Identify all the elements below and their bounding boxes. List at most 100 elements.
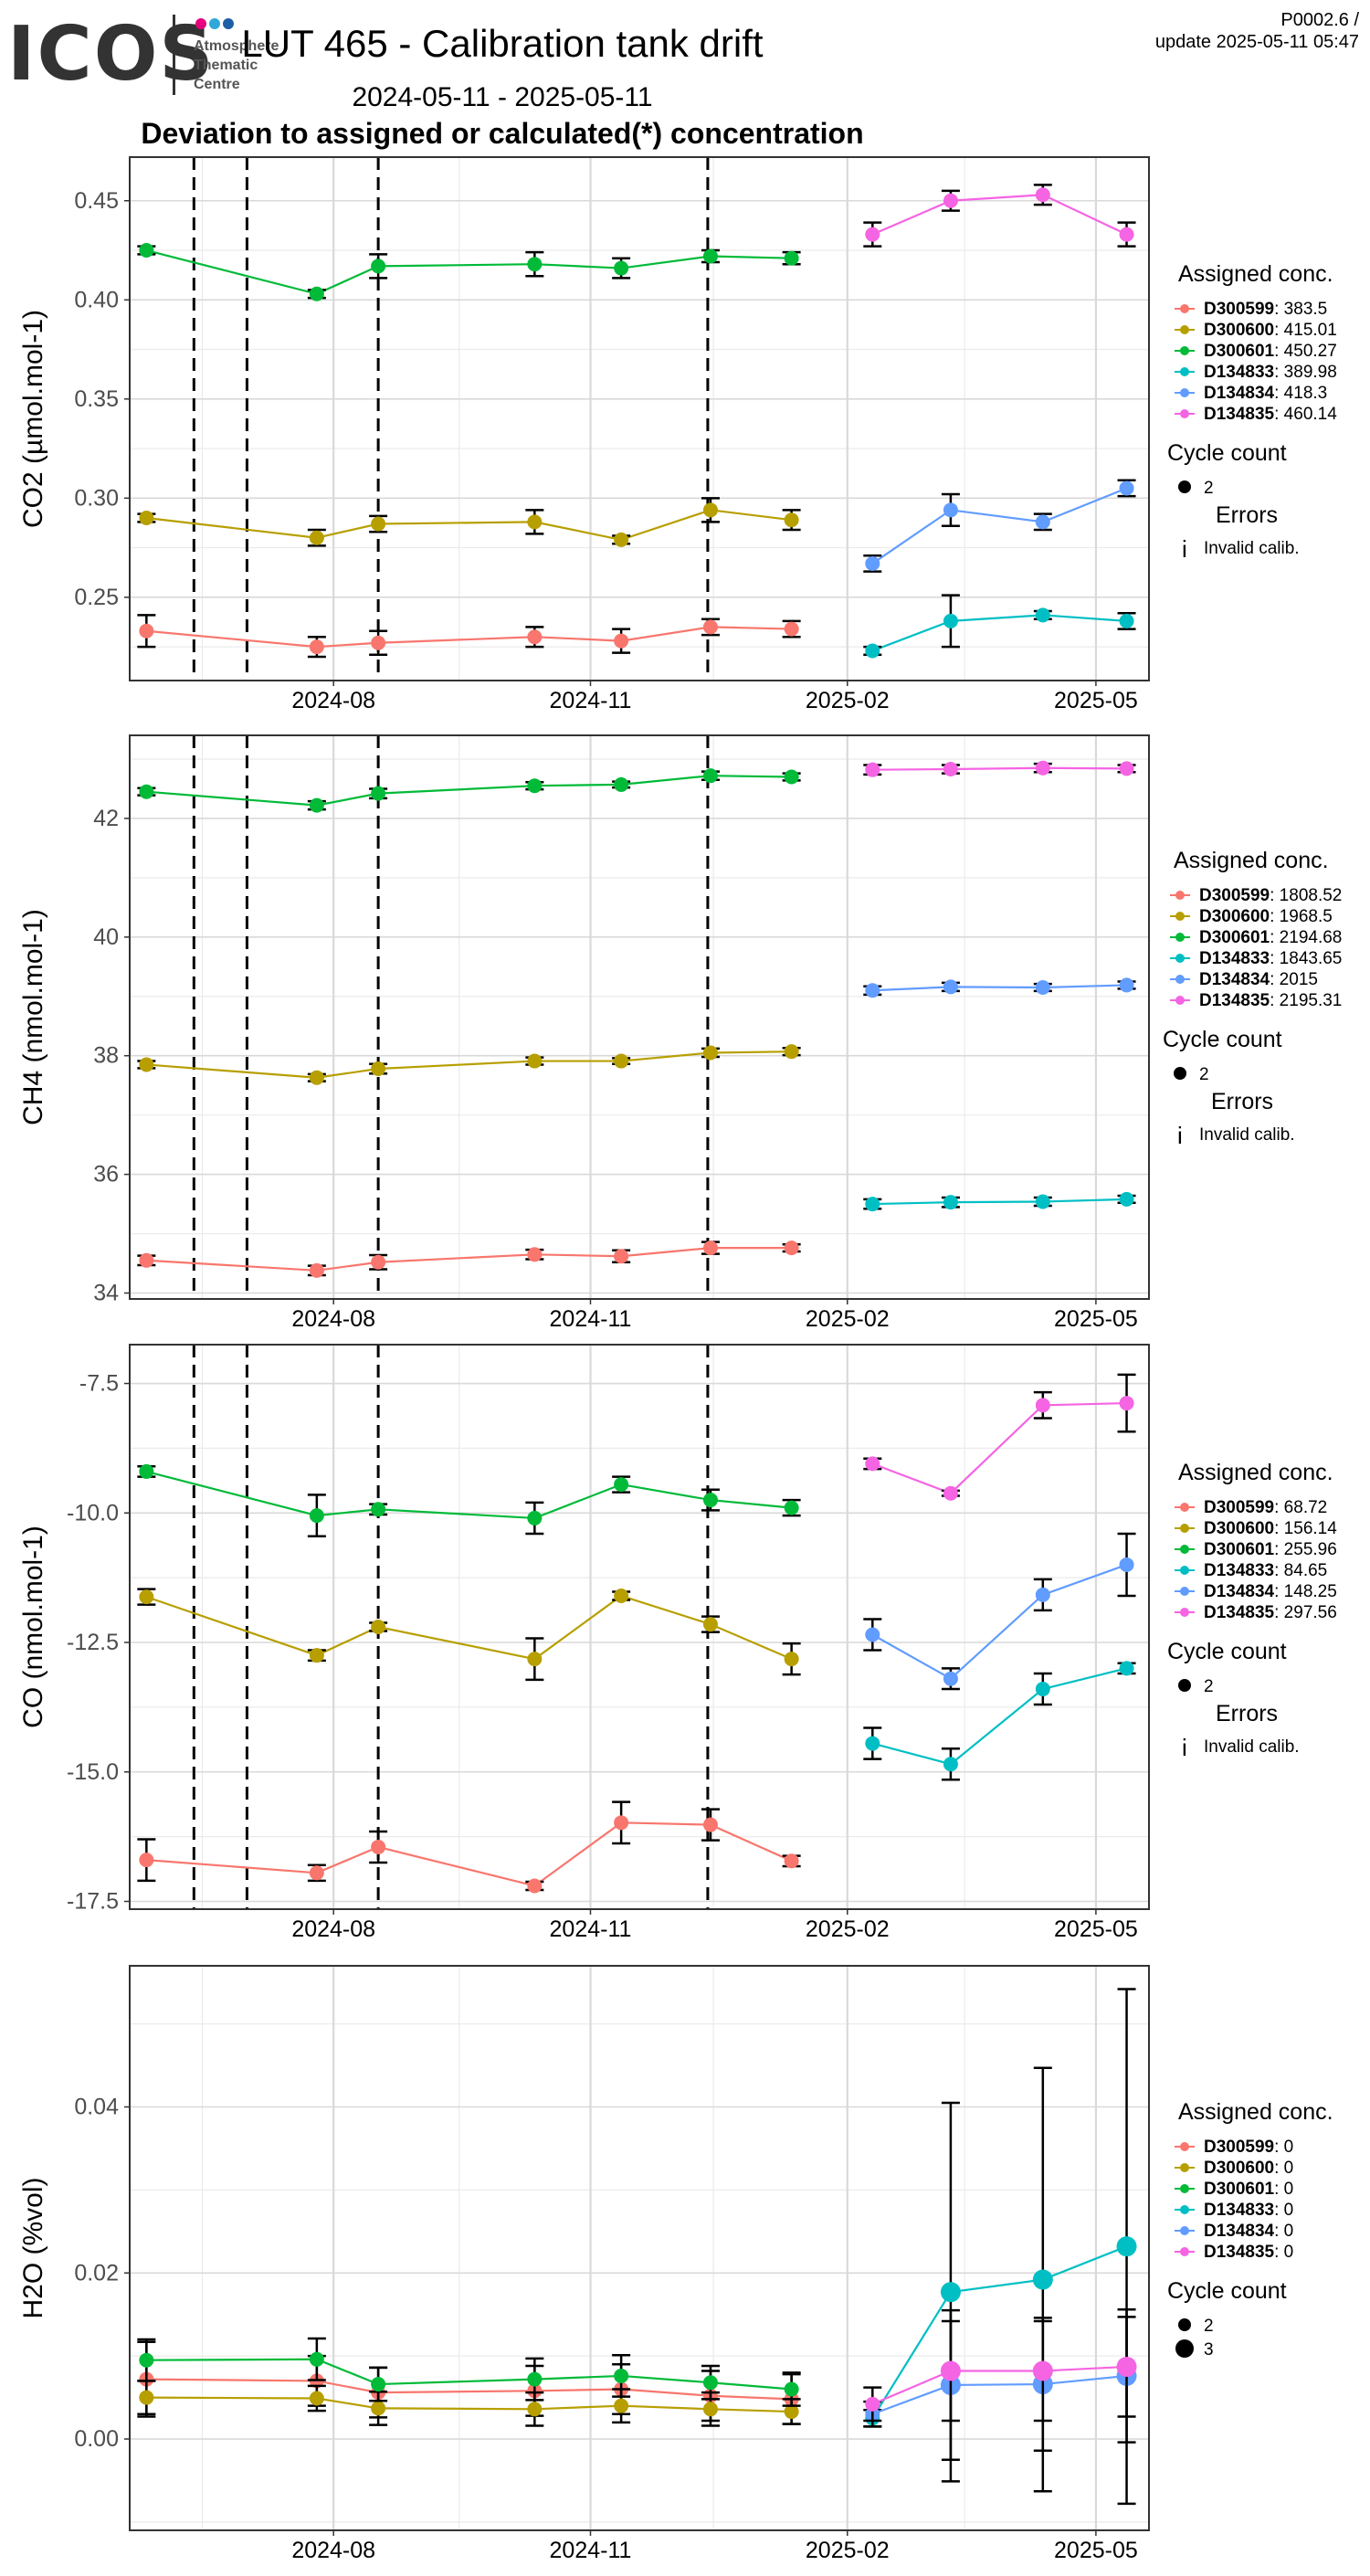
x-tick-label: 2025-02 xyxy=(806,2538,890,2563)
x-tick-label: 2024-11 xyxy=(550,1916,632,1942)
data-point-d300600 xyxy=(614,1053,629,1069)
data-point-d300601 xyxy=(139,243,154,259)
legend-key-point xyxy=(1180,1566,1189,1575)
legend-key-point xyxy=(1180,346,1189,355)
legend-key-point xyxy=(1180,1524,1189,1533)
data-point-d300599 xyxy=(784,1853,799,1869)
x-tick-label: 2024-11 xyxy=(550,688,632,713)
legend-entry: D300600: 0 xyxy=(1204,2159,1293,2178)
data-point-d300601 xyxy=(371,786,386,801)
legend-assigned-value: : 389.98 xyxy=(1274,363,1337,382)
legend-key-point xyxy=(1175,975,1185,984)
legend-key-point xyxy=(1175,891,1185,900)
legend-key-point xyxy=(1180,2205,1189,2214)
data-point-d300599 xyxy=(139,1252,154,1268)
plot-area xyxy=(130,1966,1149,2530)
y-tick-label: -10.0 xyxy=(67,1500,119,1526)
legend-cycle-label: 2 xyxy=(1204,2317,1214,2336)
legend-tank-id: D134833 xyxy=(1199,949,1270,968)
data-point-d300599 xyxy=(371,1254,386,1270)
logo-dots-icon xyxy=(195,18,241,31)
data-point-d300600 xyxy=(702,2402,718,2417)
legend-assigned-value: : 255.96 xyxy=(1274,1540,1337,1559)
legend-key-point xyxy=(1180,304,1189,313)
legend-entry: D300599: 383.5 xyxy=(1204,300,1327,319)
legend-key-point xyxy=(1180,1545,1189,1554)
legend-key-point xyxy=(1180,1608,1189,1617)
data-point-d134834 xyxy=(943,502,958,518)
legend-key-point xyxy=(1180,2184,1189,2193)
data-point-d300600 xyxy=(139,2390,154,2405)
data-point-d300600 xyxy=(784,512,799,528)
data-point-d134833 xyxy=(1119,1661,1134,1676)
legend-tank-id: D134835 xyxy=(1204,2243,1275,2262)
legend-entry: D134833: 84.65 xyxy=(1204,1561,1327,1580)
data-point-d300599 xyxy=(309,639,324,655)
legend-entry: D300599: 0 xyxy=(1204,2138,1293,2157)
data-point-d300599 xyxy=(702,619,718,635)
legend-assigned-value: : 2015 xyxy=(1270,970,1318,989)
legend-entry: D300601: 255.96 xyxy=(1204,1540,1337,1559)
data-point-d134833 xyxy=(943,1195,958,1210)
logo-subtitle-line: Atmosphere xyxy=(194,38,279,54)
data-point-d134834 xyxy=(1035,1587,1050,1602)
data-point-d300601 xyxy=(527,2371,543,2387)
y-axis-label: CO2 (µmol.mol-1) xyxy=(18,310,48,528)
data-point-d134835 xyxy=(1116,2356,1137,2377)
data-point-d134835 xyxy=(1032,2360,1053,2381)
series-line-d134833 xyxy=(871,2245,1127,2419)
legend-cycle-symbol xyxy=(1178,480,1191,493)
data-point-d300600 xyxy=(702,1617,718,1632)
legend-entry: D134835: 460.14 xyxy=(1204,405,1337,424)
data-point-d134833 xyxy=(1119,613,1134,628)
y-tick-label: 38 xyxy=(93,1043,119,1069)
legend-cycle-title: Cycle count xyxy=(1167,440,1287,466)
data-point-d134833 xyxy=(943,613,958,628)
data-point-d134834 xyxy=(1035,514,1050,530)
y-tick-label: 42 xyxy=(93,806,119,831)
logo-subtitle-line: Thematic xyxy=(194,58,258,73)
page-subtitle: Deviation to assigned or calculated(*) c… xyxy=(141,117,864,150)
page-title: LUT 465 - Calibration tank drift xyxy=(241,22,764,65)
legend-key-point xyxy=(1175,912,1185,921)
legend-entry: D134834: 0 xyxy=(1204,2222,1293,2241)
data-point-d300601 xyxy=(139,1463,154,1479)
update-timestamp: update 2025-05-11 05:47 xyxy=(1154,32,1359,52)
legend-tank-id: D134835 xyxy=(1204,1603,1275,1622)
data-point-d134833 xyxy=(940,2282,961,2303)
y-tick-label: 0.45 xyxy=(74,188,119,214)
series-line-d134834 xyxy=(872,984,1127,992)
data-point-d300599 xyxy=(784,621,799,637)
data-point-d300600 xyxy=(309,1070,324,1085)
data-point-d300600 xyxy=(139,1057,154,1072)
report-header: ICOS Atmosphere Thematic Centre LUT 465 … xyxy=(0,0,1370,155)
plot-border xyxy=(129,156,1150,681)
data-point-d134835 xyxy=(943,193,958,208)
legend-entry: D134833: 389.98 xyxy=(1204,363,1337,382)
legend-tank-id: D134833 xyxy=(1204,363,1274,382)
legend-assigned-value: : 450.27 xyxy=(1274,342,1337,361)
plot-border xyxy=(129,734,1150,1300)
data-point-d134835 xyxy=(940,2360,961,2381)
logo-divider xyxy=(173,15,175,95)
data-point-d300601 xyxy=(309,2351,324,2367)
legend-entry: D134833: 1843.65 xyxy=(1199,949,1342,968)
data-point-d134833 xyxy=(1035,1194,1050,1209)
legend-cycle-symbol xyxy=(1178,1679,1191,1692)
legend-tank-id: D134833 xyxy=(1204,1561,1274,1580)
series-line-d134833 xyxy=(871,614,1127,652)
series-line-d134835 xyxy=(871,1401,1127,1494)
data-point-d134835 xyxy=(1119,761,1134,776)
data-point-d300599 xyxy=(139,1853,154,1868)
data-point-d300601 xyxy=(702,768,718,784)
data-point-d134833 xyxy=(1035,1682,1050,1697)
data-point-d300600 xyxy=(784,2404,799,2420)
legend-entry: D134835: 2195.31 xyxy=(1199,991,1342,1010)
legend-tank-id: D134833 xyxy=(1204,2201,1274,2220)
x-tick-label: 2025-02 xyxy=(806,1306,890,1332)
data-point-d300601 xyxy=(702,2375,718,2391)
data-point-d300601 xyxy=(614,776,629,792)
data-point-d300600 xyxy=(527,2402,543,2417)
plot-area xyxy=(130,735,1149,1299)
x-tick-label: 2025-05 xyxy=(1054,1306,1138,1332)
